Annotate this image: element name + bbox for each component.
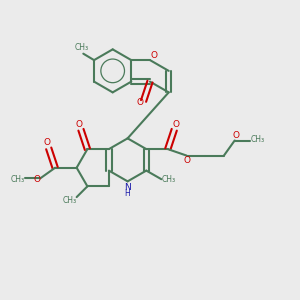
Text: O: O xyxy=(150,51,157,60)
Text: O: O xyxy=(75,120,82,129)
Text: O: O xyxy=(136,98,143,107)
Text: O: O xyxy=(184,156,191,165)
Text: CH₃: CH₃ xyxy=(161,175,176,184)
Text: O: O xyxy=(232,131,239,140)
Text: CH₃: CH₃ xyxy=(62,196,76,205)
Text: CH₃: CH₃ xyxy=(11,175,25,184)
Text: N: N xyxy=(124,183,131,192)
Text: O: O xyxy=(34,176,40,184)
Text: CH₃: CH₃ xyxy=(75,43,89,52)
Text: O: O xyxy=(43,139,50,148)
Text: CH₃: CH₃ xyxy=(250,135,265,144)
Text: H: H xyxy=(125,188,130,197)
Text: O: O xyxy=(172,120,179,129)
